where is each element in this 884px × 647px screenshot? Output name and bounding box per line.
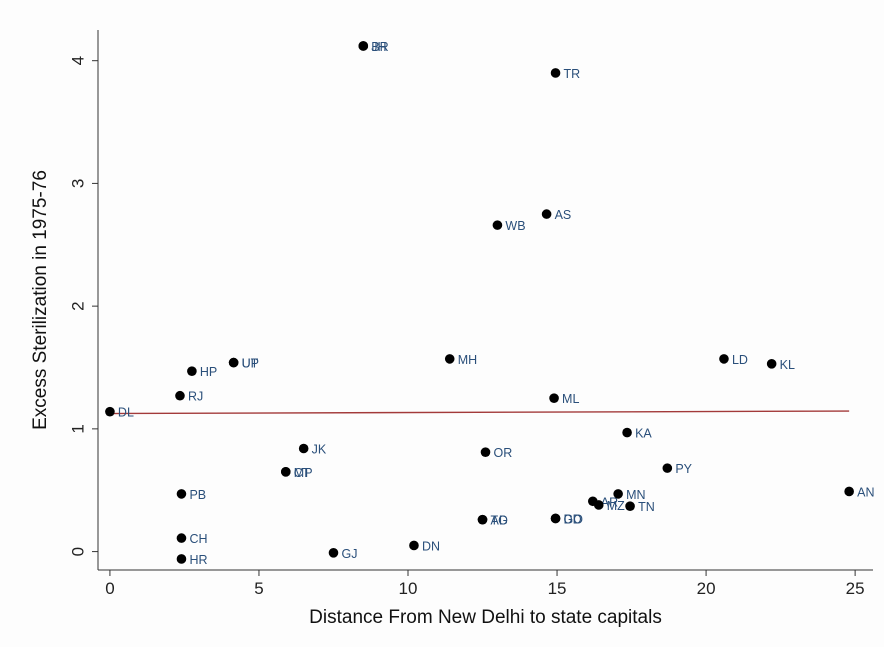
point-label: MZ — [607, 499, 625, 513]
data-point — [549, 393, 559, 403]
y-tick-label: 1 — [69, 424, 88, 433]
point-label: LD — [732, 353, 748, 367]
point-label: DD — [564, 512, 582, 526]
y-tick-label: 3 — [69, 179, 88, 188]
x-tick-label: 15 — [548, 579, 567, 598]
x-tick-label: 20 — [697, 579, 716, 598]
point-label: MH — [458, 353, 477, 367]
fit-line — [109, 410, 850, 415]
x-tick-label: 10 — [399, 579, 418, 598]
point-label: UT — [242, 357, 259, 371]
point-label: KL — [780, 358, 795, 372]
point-label: HP — [200, 365, 217, 379]
point-label: OR — [494, 446, 513, 460]
point-label: TR — [564, 67, 581, 81]
point-label: AN — [857, 485, 874, 499]
axes: 0 5 10 15 20 25 0 1 2 3 4 — [69, 30, 873, 598]
point-label: GJ — [341, 547, 357, 561]
y-axis-title: Excess Sterilization in 1975-76 — [30, 170, 51, 430]
point-label: MP — [294, 466, 313, 480]
data-point — [358, 41, 369, 51]
point-label: MN — [626, 488, 645, 502]
point-label: AD — [491, 514, 508, 528]
x-tick-label: 5 — [254, 579, 263, 598]
data-point — [593, 500, 604, 510]
x-tick-label: 25 — [846, 579, 865, 598]
point-label: PY — [675, 462, 692, 476]
data-point — [176, 489, 187, 499]
data-point — [719, 354, 729, 364]
point-label: JH — [371, 40, 386, 54]
point-label: CH — [189, 532, 207, 546]
data-point — [105, 406, 115, 417]
point-label: KA — [635, 427, 652, 441]
data-point — [409, 540, 419, 551]
data-point — [766, 359, 777, 369]
point-label: JK — [312, 443, 327, 457]
data-point — [176, 533, 187, 543]
data-point — [176, 554, 187, 564]
data-point — [187, 366, 197, 376]
data-point — [613, 489, 623, 499]
data-point — [492, 220, 503, 230]
point-label: DN — [422, 539, 440, 553]
point-label: HR — [189, 553, 207, 567]
point-label: ML — [562, 392, 579, 406]
data-point — [622, 427, 632, 438]
point-label: TG — [491, 514, 508, 528]
point-label: GO — [564, 512, 584, 526]
data-point — [298, 443, 309, 454]
data-point — [550, 68, 561, 78]
point-label: AR — [601, 495, 618, 509]
point-label: WB — [505, 219, 525, 233]
x-tick-label: 0 — [105, 579, 114, 598]
data-point — [175, 390, 185, 401]
point-label: PB — [189, 488, 206, 502]
point-label: UP — [242, 357, 259, 371]
point-label: RJ — [188, 390, 203, 404]
data-point — [328, 548, 339, 558]
x-axis-title: Distance From New Delhi to state capital… — [309, 607, 662, 628]
fit-line-group — [109, 410, 850, 415]
data-point — [228, 357, 239, 368]
point-label: DL — [118, 406, 134, 420]
y-tick-label: 2 — [69, 301, 88, 310]
data-point — [444, 354, 455, 364]
point-label: CT — [294, 466, 311, 480]
data-point — [550, 513, 561, 524]
data-point — [625, 501, 635, 511]
point-label: BR — [371, 40, 388, 54]
data-point — [541, 209, 552, 219]
point-label: AS — [555, 208, 572, 222]
y-tick-label: 4 — [69, 56, 88, 65]
point-label: TN — [638, 500, 655, 514]
data-point — [844, 486, 854, 497]
data-point — [280, 467, 291, 477]
data-point — [662, 463, 673, 473]
y-tick-label: 0 — [69, 547, 88, 556]
data-point — [477, 514, 488, 525]
data-point — [480, 447, 491, 457]
